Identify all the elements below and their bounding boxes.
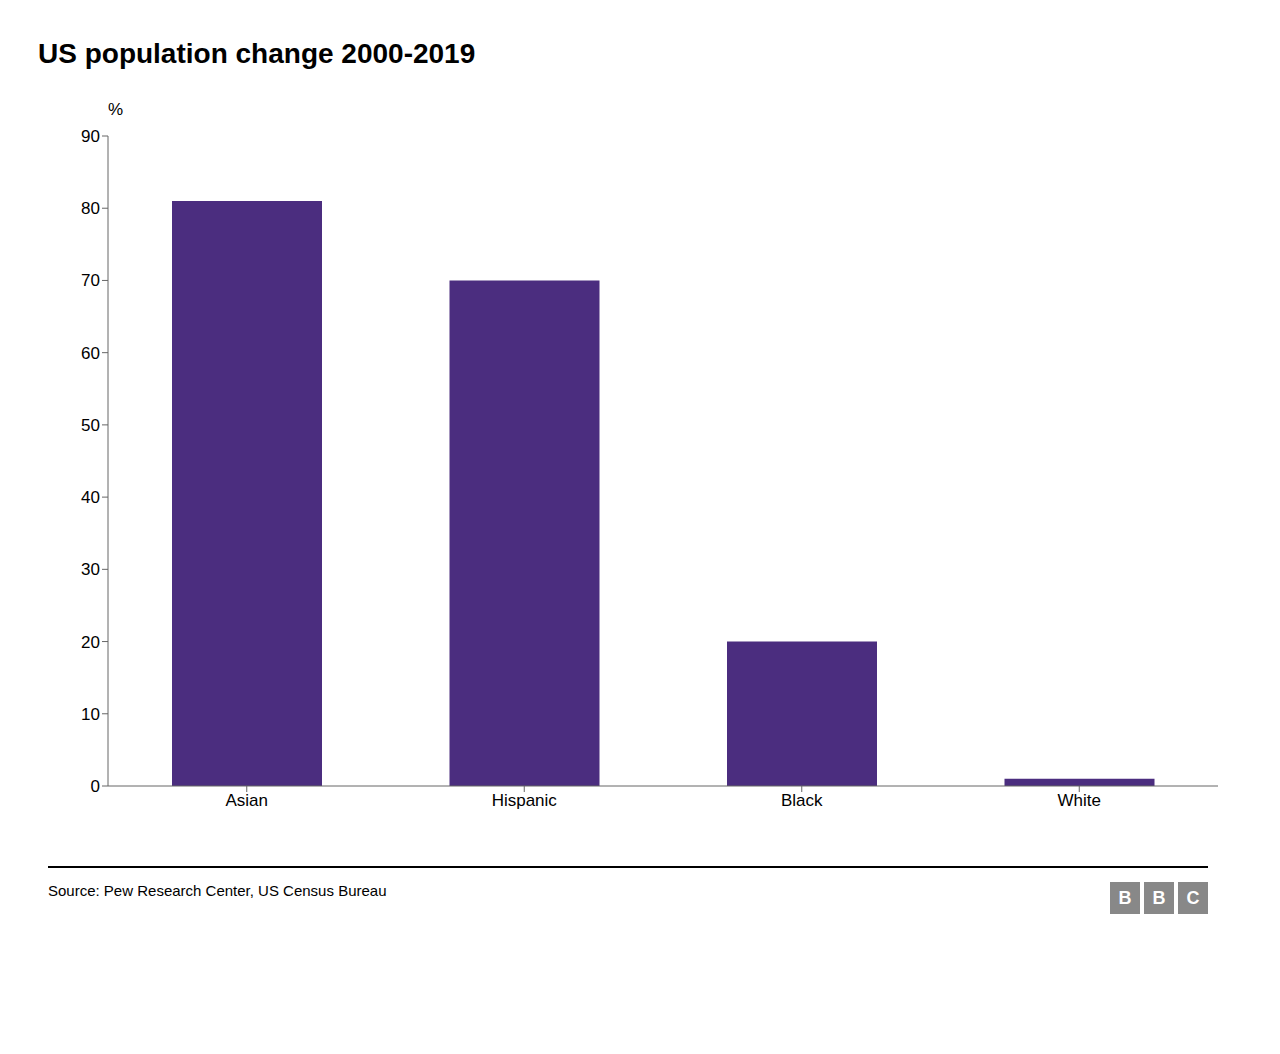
- svg-text:80: 80: [81, 199, 100, 218]
- svg-text:Asian: Asian: [225, 791, 268, 810]
- html-text:US population change 2000-2019: US population change 2000-2019: [38, 38, 476, 69]
- svg-text:Black: Black: [781, 791, 823, 810]
- svg-text:40: 40: [81, 488, 100, 507]
- svg-text:50: 50: [81, 416, 100, 435]
- svg-text:90: 90: [81, 127, 100, 146]
- svg-text:20: 20: [81, 633, 100, 652]
- svg-text:60: 60: [81, 344, 100, 363]
- svg-text:30: 30: [81, 560, 100, 579]
- html-text:B: B: [1118, 887, 1132, 908]
- html-text:Source: Pew Research Center, U: Source: Pew Research Center, US Census B…: [48, 882, 387, 899]
- svg-text:0: 0: [91, 777, 100, 796]
- svg-text:10: 10: [81, 705, 100, 724]
- svg-text:70: 70: [81, 271, 100, 290]
- svg-text:Hispanic: Hispanic: [492, 791, 558, 810]
- svg-text:White: White: [1058, 791, 1101, 810]
- html-text:C: C: [1186, 887, 1200, 908]
- html-text:B: B: [1152, 887, 1166, 908]
